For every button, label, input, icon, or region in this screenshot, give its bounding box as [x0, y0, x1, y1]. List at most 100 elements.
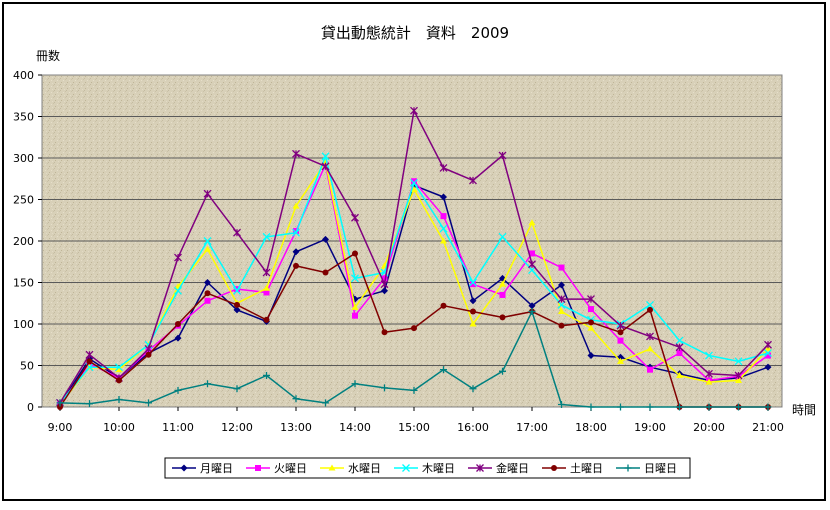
legend-swatch-marker [180, 464, 188, 472]
data-point [469, 385, 477, 393]
data-point [174, 286, 182, 295]
data-point [499, 314, 506, 321]
data-point [470, 308, 476, 315]
data-point [499, 367, 506, 375]
legend-item: 土曜日 [542, 462, 603, 475]
x-tick-label: 18:00 [575, 421, 607, 434]
data-point [292, 202, 300, 209]
legend-swatch-marker [624, 464, 632, 472]
data-point [263, 316, 270, 323]
data-point [705, 369, 713, 378]
data-point [557, 300, 566, 309]
data-point [588, 306, 594, 313]
data-point [203, 189, 212, 198]
data-point [263, 289, 270, 296]
data-point [734, 357, 743, 366]
data-point [764, 403, 772, 411]
data-point [558, 308, 565, 315]
data-point [321, 152, 330, 161]
x-axis-label: 時間 [792, 403, 816, 417]
legend-item: 木曜日 [394, 462, 455, 475]
legend-swatch-marker [402, 464, 410, 472]
y-axis-label: 冊数 [36, 48, 60, 63]
data-point [705, 351, 713, 360]
y-tick-label: 200 [13, 235, 34, 248]
data-point [175, 321, 181, 327]
legend-item: 日曜日 [616, 462, 677, 475]
y-tick-label: 300 [13, 152, 34, 165]
data-point [116, 377, 122, 384]
data-point [528, 308, 536, 316]
data-point [617, 357, 624, 364]
legend-label: 金曜日 [496, 461, 529, 475]
data-point [617, 329, 624, 336]
data-point [676, 371, 683, 378]
data-point [174, 253, 182, 262]
data-point [765, 352, 771, 359]
data-point [617, 337, 624, 344]
data-point [174, 334, 182, 342]
data-point [469, 176, 477, 185]
data-point [676, 403, 683, 411]
x-tick-labels: 9:00 10:00 11:00 12:00 13:00 14:00 15:00 16:00 1… [48, 407, 784, 434]
data-point [587, 352, 595, 360]
data-point [57, 404, 63, 410]
data-point [558, 322, 565, 329]
data-point [381, 275, 388, 282]
data-point [705, 378, 713, 385]
data-point [381, 329, 388, 336]
data-point [647, 306, 653, 313]
x-tick-label: 15:00 [398, 421, 430, 434]
data-point [204, 279, 211, 286]
legend-label: 月曜日 [200, 462, 233, 475]
data-point [56, 399, 64, 407]
data-point [352, 250, 358, 257]
data-point [263, 284, 270, 291]
data-point [439, 164, 448, 172]
data-point [321, 162, 330, 171]
x-tick-label: 20:00 [693, 421, 725, 434]
x-tick-label: 11:00 [162, 421, 194, 434]
data-point [499, 280, 506, 287]
legend-swatch-marker [255, 465, 261, 471]
data-point [292, 228, 300, 237]
x-tick-label: 13:00 [280, 421, 312, 434]
data-point [440, 193, 447, 201]
legend-item: 月曜日 [172, 462, 233, 475]
y-tick-labels: 0 50 100 150 200 250 300 350 400 [13, 69, 42, 414]
data-point [529, 250, 535, 257]
data-point [764, 363, 772, 371]
series-4 [56, 152, 772, 407]
data-point [86, 400, 93, 408]
data-point [204, 290, 211, 297]
data-point [174, 386, 182, 394]
data-point [411, 325, 417, 332]
data-point [411, 178, 417, 185]
data-point [675, 336, 684, 345]
y-tick-label: 350 [13, 111, 34, 124]
data-point [234, 286, 240, 293]
data-point [528, 219, 536, 226]
legend-item: 水曜日 [320, 462, 381, 475]
x-tick-label: 14:00 [339, 421, 371, 434]
legend-swatch-marker [476, 464, 484, 472]
data-point [292, 248, 300, 256]
data-point [558, 401, 565, 409]
data-point [675, 343, 684, 352]
legend-label: 水曜日 [348, 462, 381, 475]
series-7 [56, 308, 772, 411]
data-point [734, 371, 743, 380]
data-point [499, 291, 506, 298]
data-point [145, 351, 152, 358]
y-tick-label: 150 [13, 277, 34, 290]
y-tick-label: 400 [13, 69, 34, 82]
data-point [646, 403, 654, 411]
y-tick-label: 0 [27, 401, 34, 414]
data-point [764, 340, 772, 349]
data-point [233, 286, 241, 295]
y-tick-label: 100 [13, 318, 34, 331]
data-point [439, 224, 448, 233]
data-point [469, 278, 477, 287]
data-point [735, 376, 742, 383]
